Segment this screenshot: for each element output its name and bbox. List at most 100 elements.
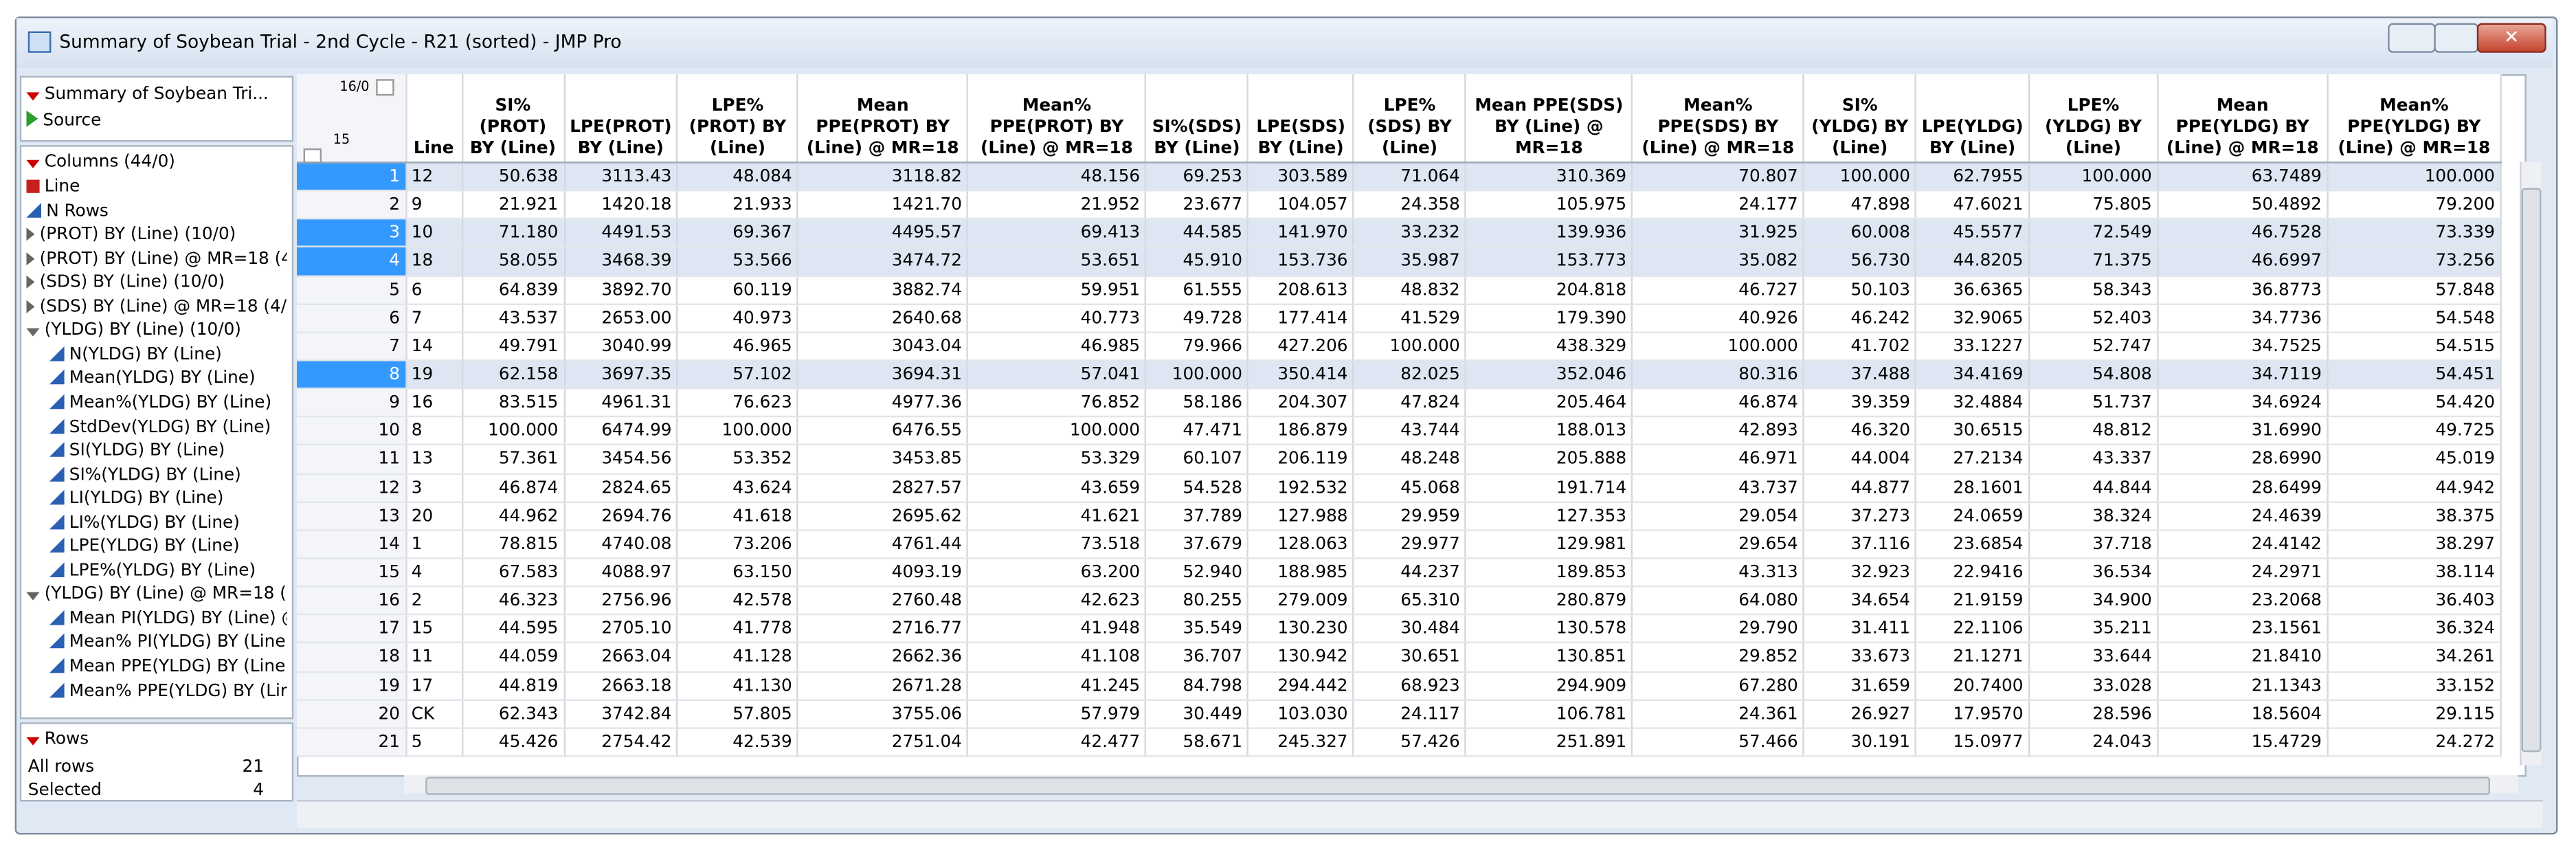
cell[interactable]: 4961.31 [563,388,679,418]
table-name[interactable]: Summary of Soybean Tri... [26,82,282,106]
cell[interactable]: 73.206 [677,530,799,559]
cell[interactable]: 53.651 [967,247,1147,277]
data-row[interactable]: 8 19 62.158 3697.35 57.102 3694.31 57.041 100.0… [297,360,2502,390]
cell[interactable]: 153.736 [1248,247,1355,277]
cell[interactable]: 63.7489 [2158,162,2329,192]
cell[interactable]: 40.926 [1632,304,1805,333]
cell[interactable]: 35.082 [1632,247,1805,277]
cell[interactable]: 50.103 [1804,275,1917,305]
cell[interactable]: 19 [405,360,463,390]
cell[interactable]: 82.025 [1353,360,1467,390]
cell[interactable]: 2754.42 [563,728,679,757]
column-item[interactable]: N(YLDG) BY (Line) [49,343,287,366]
column-item[interactable]: Mean% PPE(YLDG) BY (Lir [49,679,287,702]
cell[interactable]: 103.030 [1248,700,1355,729]
cell[interactable]: 30.484 [1353,614,1467,644]
cell[interactable]: 76.852 [967,388,1147,418]
cell[interactable]: 33.152 [2327,671,2502,701]
column-item[interactable]: LI%(YLDG) BY (Line) [49,511,287,534]
cell[interactable]: 57.466 [1632,728,1805,757]
cell[interactable]: 177.414 [1248,304,1355,333]
cell[interactable]: 310.369 [1466,162,1633,192]
column-item[interactable]: Mean PI(YLDG) BY (Line) @ [49,607,287,630]
row-number[interactable]: 10 [297,416,407,446]
cell[interactable]: 46.971 [1632,445,1805,475]
cell[interactable]: 33.1227 [1916,332,2030,361]
data-row[interactable]: 12 3 46.874 2824.65 43.624 2827.57 43.659 54.52… [297,473,2502,503]
cell[interactable]: 48.156 [967,162,1147,192]
cell[interactable]: 139.936 [1466,219,1633,249]
column-item[interactable]: SI(YLDG) BY (Line) [49,439,287,462]
cell[interactable]: 30.651 [1353,643,1467,673]
cell[interactable]: 49.725 [2327,416,2502,446]
cell[interactable]: 57.848 [2327,275,2502,305]
cell[interactable]: 30.6515 [1916,416,2030,446]
cell[interactable]: 46.874 [462,473,565,503]
cell[interactable]: 44.877 [1804,473,1917,503]
row-number[interactable]: 9 [297,388,407,418]
column-item[interactable]: Mean%(YLDG) BY (Line) [49,391,287,414]
cell[interactable]: 41.245 [967,671,1147,701]
cell[interactable]: 69.413 [967,219,1147,249]
cell[interactable]: 36.324 [2327,614,2502,644]
cell[interactable]: 128.063 [1248,530,1355,559]
cell[interactable]: 52.940 [1145,558,1249,588]
cell[interactable]: 294.909 [1466,671,1633,701]
cell[interactable]: 34.7119 [2158,360,2329,390]
column-header[interactable]: Mean PPE(YLDG) BY (Line) @ MR=18 [2158,74,2329,164]
cell[interactable]: 45.5577 [1916,219,2030,249]
cell[interactable]: 22.1106 [1916,614,2030,644]
column-header[interactable]: SI%(PROT) BY (Line) [462,74,565,164]
cell[interactable]: 58.186 [1145,388,1249,418]
cell[interactable]: 12 [405,162,463,192]
cell[interactable]: 21.1271 [1916,643,2030,673]
cell[interactable]: 45.426 [462,728,565,757]
column-group[interactable]: (PROT) BY (Line) @ MR=18 (4 [26,247,287,270]
cell[interactable]: 100.000 [1353,332,1467,361]
cell[interactable]: 280.879 [1466,586,1633,616]
cell[interactable]: 141.970 [1248,219,1355,249]
cell[interactable]: 3453.85 [798,445,969,475]
cell[interactable]: 79.966 [1145,332,1249,361]
cell[interactable]: 60.119 [677,275,799,305]
cell[interactable]: 44.962 [462,502,565,531]
cell[interactable]: 46.874 [1632,388,1805,418]
cell[interactable]: 23.677 [1145,190,1249,220]
cell[interactable]: 41.621 [967,502,1147,531]
data-row[interactable]: 20 CK 62.343 3742.84 57.805 3755.06 57.979 30.4… [297,700,2502,729]
column-header[interactable]: SI%(YLDG) BY (Line) [1804,74,1917,164]
cell[interactable]: 2663.18 [563,671,679,701]
cell[interactable]: 48.812 [2028,416,2159,446]
cell[interactable]: 20.7400 [1916,671,2030,701]
cell[interactable]: 3892.70 [563,275,679,305]
cell[interactable]: 33.644 [2028,643,2159,673]
cell[interactable]: 3043.04 [798,332,969,361]
cell[interactable]: 56.730 [1804,247,1917,277]
column-item[interactable]: Mean PPE(YLDG) BY (Line) [49,655,287,678]
data-row[interactable]: 9 16 83.515 4961.31 76.623 4977.36 76.852 58.18… [297,388,2502,418]
cell[interactable]: 4093.19 [798,558,969,588]
column-header[interactable]: Mean PPE(PROT) BY (Line) @ MR=18 [798,74,969,164]
cell[interactable]: 37.679 [1145,530,1249,559]
cell[interactable]: 42.893 [1632,416,1805,446]
column-item[interactable]: Mean% PI(YLDG) BY (Line) [49,631,287,654]
data-row[interactable]: 14 1 78.815 4740.08 73.206 4761.44 73.518 37.67… [297,530,2502,559]
cell[interactable]: 6474.99 [563,416,679,446]
row-number[interactable]: 14 [297,530,407,559]
cell[interactable]: 15.4729 [2158,728,2329,757]
cell[interactable]: 4740.08 [563,530,679,559]
cell[interactable]: 64.080 [1632,586,1805,616]
cell[interactable]: 57.805 [677,700,799,729]
cell[interactable]: 3040.99 [563,332,679,361]
cell[interactable]: 105.975 [1466,190,1633,220]
cell[interactable]: 41.128 [677,643,799,673]
cell[interactable]: 73.256 [2327,247,2502,277]
cell[interactable]: 2760.48 [798,586,969,616]
cell[interactable]: 62.7955 [1916,162,2030,192]
cell[interactable]: 7 [405,304,463,333]
cell[interactable]: 294.442 [1248,671,1355,701]
cell[interactable]: 32.4884 [1916,388,2030,418]
cell[interactable]: 29.654 [1632,530,1805,559]
cell[interactable]: 3697.35 [563,360,679,390]
cell[interactable]: 44.585 [1145,219,1249,249]
